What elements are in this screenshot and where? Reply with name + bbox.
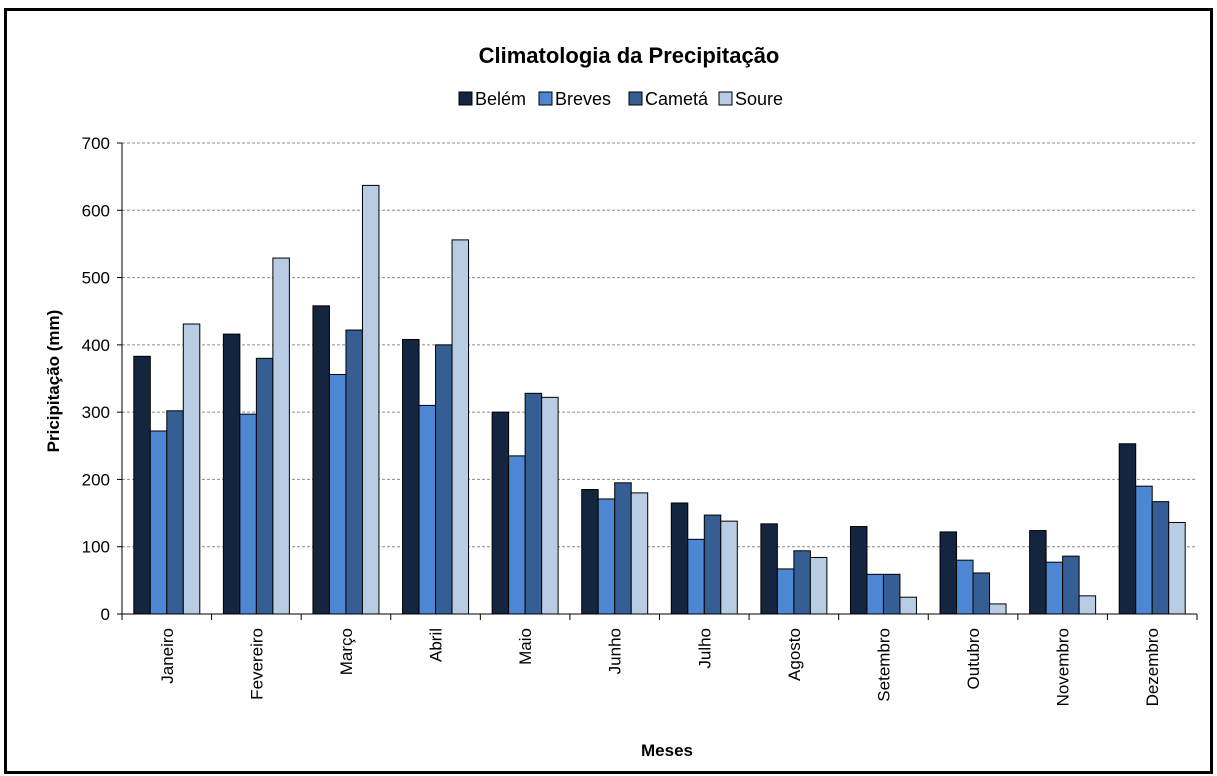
legend-label: Soure — [735, 89, 783, 109]
y-tick-label: 100 — [82, 538, 110, 557]
bar-soure-6 — [720, 520, 738, 615]
bar-camet--6 — [703, 514, 722, 615]
bar-camet--9 — [972, 572, 991, 615]
x-tick-label: Agosto — [785, 628, 804, 681]
bar-bel-m-11 — [1118, 443, 1137, 615]
y-tick-label: 200 — [82, 470, 110, 489]
bar-breves-2 — [328, 373, 347, 615]
bar-bel-m-7 — [760, 523, 778, 615]
bar-camet--7 — [793, 550, 811, 615]
bar-camet--11 — [1151, 501, 1170, 615]
bar-soure-2 — [361, 184, 380, 615]
bar-breves-11 — [1135, 485, 1153, 615]
x-tick-label: Outubro — [964, 628, 983, 689]
x-tick-label: Fevereiro — [247, 628, 266, 700]
bar-soure-0 — [182, 323, 201, 615]
bar-breves-5 — [597, 498, 616, 615]
bar-breves-8 — [866, 573, 884, 615]
x-tick-label: Novembro — [1054, 628, 1073, 706]
bar-breves-0 — [149, 430, 168, 615]
bar-bel-m-9 — [939, 531, 958, 615]
x-tick-label: Julho — [695, 628, 714, 669]
bar-soure-4 — [541, 396, 559, 615]
legend-swatch-0 — [458, 91, 473, 106]
y-tick-label: 500 — [82, 269, 110, 288]
bar-soure-9 — [989, 603, 1007, 615]
bar-camet--5 — [614, 482, 632, 615]
bar-bel-m-3 — [402, 338, 420, 615]
y-tick-label: 600 — [82, 201, 110, 220]
bar-bel-m-6 — [670, 502, 689, 615]
bar-soure-3 — [451, 239, 470, 615]
legend-swatch-3 — [718, 91, 733, 106]
gridlines — [122, 142, 1197, 548]
bar-camet--2 — [345, 329, 363, 615]
bar-soure-11 — [1168, 521, 1186, 615]
y-axis-ticks: 0 100 200 300 400 500 600 700 — [82, 134, 122, 624]
precipitation-chart: Climatologia da Precipitação Belém Breves… — [44, 43, 1198, 760]
bar-bel-m-10 — [1029, 530, 1047, 615]
legend-label: Cametá — [645, 89, 709, 109]
x-tick-label: Setembro — [874, 628, 893, 702]
bar-bel-m-2 — [312, 305, 330, 615]
bars — [133, 184, 1186, 615]
bar-soure-8 — [899, 596, 917, 615]
x-tick-label: Abril — [427, 628, 446, 662]
bar-camet--4 — [524, 392, 543, 615]
y-tick-label: 400 — [82, 336, 110, 355]
bar-camet--8 — [882, 573, 901, 615]
bar-soure-10 — [1078, 595, 1097, 615]
chart-frame: Climatologia da Precipitação Belém Breves… — [4, 8, 1213, 774]
bar-breves-9 — [956, 559, 974, 615]
x-tick-label: Março — [337, 628, 356, 675]
bar-breves-6 — [687, 538, 705, 615]
x-tick-label: Maio — [516, 628, 535, 665]
x-tick-label: Junho — [606, 628, 625, 674]
bar-breves-3 — [418, 404, 437, 615]
bar-bel-m-8 — [849, 526, 868, 615]
bar-camet--3 — [435, 344, 453, 615]
bar-soure-1 — [272, 257, 290, 615]
y-axis-title: Pricipitação (mm) — [44, 310, 63, 453]
bar-bel-m-4 — [491, 411, 510, 615]
y-tick-label: 700 — [82, 134, 110, 153]
x-tick-label: Janeiro — [158, 628, 177, 684]
bar-soure-7 — [809, 556, 828, 615]
bar-breves-7 — [776, 568, 795, 615]
bar-breves-10 — [1045, 561, 1064, 615]
x-tick-label: Dezembro — [1143, 628, 1162, 706]
x-axis-title: Meses — [641, 741, 693, 760]
x-axis-ticks: Janeiro Fevereiro Março Abril Maio Junho Julho… — [121, 614, 1198, 706]
y-tick-label: 300 — [82, 403, 110, 422]
bar-camet--1 — [255, 357, 274, 615]
bar-bel-m-0 — [133, 355, 151, 615]
legend-swatch-2 — [628, 91, 643, 106]
bar-breves-4 — [508, 455, 526, 615]
legend-swatch-1 — [538, 91, 553, 106]
bar-camet--10 — [1062, 555, 1080, 615]
legend-label: Belém — [475, 89, 526, 109]
bar-soure-5 — [630, 492, 649, 615]
bar-breves-1 — [239, 413, 257, 615]
chart-title: Climatologia da Precipitação — [479, 43, 780, 68]
bar-bel-m-1 — [222, 333, 241, 615]
y-tick-label: 0 — [101, 605, 110, 624]
legend-label: Breves — [555, 89, 611, 109]
bar-camet--0 — [166, 410, 184, 615]
legend: Belém Breves Cametá Soure — [458, 89, 783, 109]
bar-bel-m-5 — [581, 489, 599, 615]
